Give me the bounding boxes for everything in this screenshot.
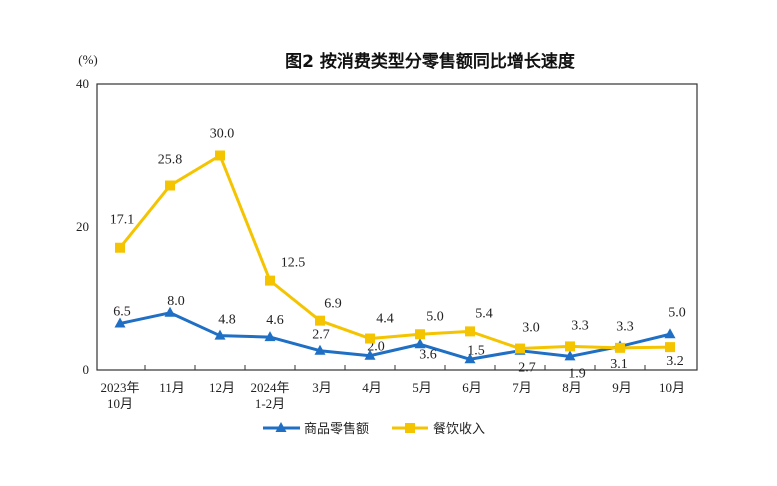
data-point-square bbox=[265, 275, 275, 286]
x-tick-label: 5月 bbox=[412, 380, 432, 395]
y-tick-label: 40 bbox=[76, 76, 89, 91]
data-point-triangle bbox=[164, 306, 176, 317]
data-point-triangle bbox=[364, 349, 376, 360]
data-label: 3.3 bbox=[616, 319, 634, 334]
y-tick-label: 0 bbox=[83, 362, 90, 377]
x-tick-label: 6月 bbox=[462, 380, 482, 395]
data-label: 1.9 bbox=[568, 366, 586, 381]
x-tick-label: 10月 bbox=[659, 380, 685, 395]
data-label: 1.5 bbox=[467, 343, 485, 358]
data-label: 30.0 bbox=[210, 127, 235, 142]
data-label: 5.0 bbox=[668, 305, 686, 320]
data-label: 12.5 bbox=[281, 256, 306, 271]
data-label: 25.8 bbox=[158, 153, 183, 168]
data-label: 4.4 bbox=[376, 312, 394, 327]
data-label: 2.7 bbox=[518, 361, 536, 376]
data-point-triangle bbox=[664, 328, 676, 339]
x-tick-label: 4月 bbox=[362, 380, 382, 395]
x-tick-label: 11月 bbox=[159, 380, 185, 395]
data-label: 6.5 bbox=[113, 305, 131, 320]
series-line-catering bbox=[118, 154, 671, 351]
data-point-triangle bbox=[564, 350, 576, 361]
data-point-triangle bbox=[464, 353, 476, 364]
series-line-goods bbox=[119, 311, 671, 361]
data-label: 4.8 bbox=[218, 313, 236, 328]
data-label: 3.2 bbox=[666, 354, 684, 369]
data-point-triangle bbox=[414, 338, 426, 349]
data-point-square bbox=[665, 342, 675, 353]
x-tick-label: 1-2月 bbox=[255, 396, 285, 411]
data-label: 2.7 bbox=[312, 328, 330, 343]
chart-title: 图2 按消费类型分零售额同比增长速度 bbox=[285, 51, 576, 72]
x-tick-label: 10月 bbox=[107, 396, 133, 411]
data-label: 5.4 bbox=[475, 306, 493, 321]
data-label: 3.0 bbox=[522, 321, 540, 336]
plot-frame bbox=[96, 83, 698, 371]
x-tick-label: 3月 bbox=[312, 380, 332, 395]
data-point-square bbox=[515, 343, 525, 354]
data-point-square bbox=[615, 342, 625, 353]
data-point-square bbox=[565, 341, 575, 352]
x-tick-label: 12月 bbox=[209, 380, 235, 395]
x-tick-label: 9月 bbox=[612, 380, 632, 395]
data-label: 5.0 bbox=[426, 309, 444, 324]
data-label: 6.9 bbox=[324, 297, 342, 312]
legend-label-catering: 餐饮收入 bbox=[433, 421, 485, 436]
data-point-square bbox=[115, 242, 125, 253]
x-tick-label: 7月 bbox=[512, 380, 532, 395]
legend-triangle-icon bbox=[275, 422, 287, 432]
x-tick-label: 2024年 bbox=[250, 380, 289, 395]
data-point-square bbox=[415, 329, 425, 340]
legend-square-icon bbox=[405, 423, 415, 433]
data-point-triangle bbox=[214, 329, 226, 340]
data-label: 3.1 bbox=[610, 357, 628, 372]
data-label: 3.6 bbox=[419, 347, 437, 362]
data-label: 3.3 bbox=[571, 318, 589, 333]
data-point-square bbox=[465, 326, 475, 337]
legend-label-goods: 商品零售额 bbox=[304, 421, 369, 436]
data-label: 17.1 bbox=[110, 213, 135, 228]
y-tick-label: 20 bbox=[76, 219, 89, 234]
data-point-triangle bbox=[114, 317, 126, 328]
data-point-triangle bbox=[314, 344, 326, 355]
data-label: 4.6 bbox=[266, 313, 284, 328]
data-point-square bbox=[165, 180, 175, 191]
data-point-square bbox=[215, 150, 225, 161]
data-point-triangle bbox=[264, 331, 276, 342]
y-axis-unit: (%) bbox=[78, 52, 98, 67]
x-tick-label: 2023年 bbox=[100, 380, 139, 395]
data-point-square bbox=[315, 315, 325, 326]
x-tick-label: 8月 bbox=[562, 380, 582, 395]
data-point-square bbox=[365, 333, 375, 344]
data-label: 8.0 bbox=[167, 294, 185, 309]
